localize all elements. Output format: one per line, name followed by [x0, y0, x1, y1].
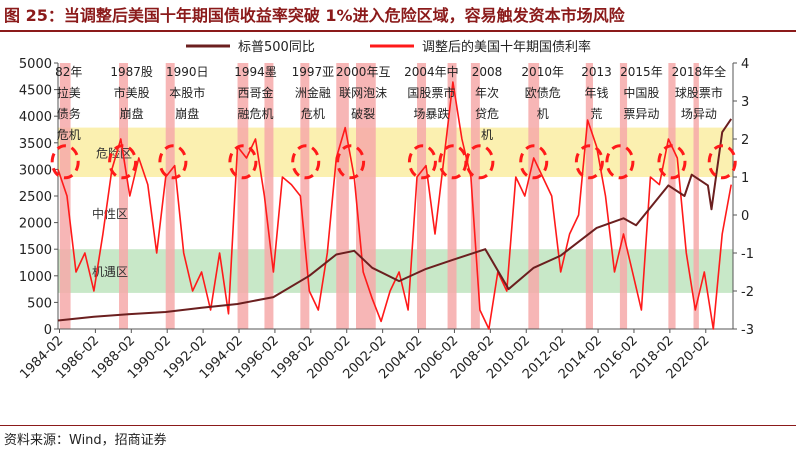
- event-label-8: 2010年欧债危机: [521, 65, 564, 121]
- event-band-11: [528, 63, 540, 329]
- event-band-5: [300, 63, 310, 329]
- highlight-circle-11: [605, 144, 635, 180]
- chart-title: 图 25：当调整后美国十年期国债收益率突破 1%进入危险区域，容易触发资本市场风…: [4, 6, 625, 25]
- left-tick-label-3: 1500: [19, 243, 52, 258]
- event-band-2: [165, 63, 175, 329]
- highlight-circle-12: [657, 144, 687, 180]
- left-tick-label-2: 1000: [19, 270, 52, 285]
- title-divider: [0, 30, 796, 32]
- highlight-circle-13: [707, 144, 737, 180]
- legend-label-0: 标普500同比: [238, 40, 315, 55]
- highlight-circle-2: [158, 144, 188, 180]
- highlight-circle-3: [228, 144, 258, 180]
- left-tick-label-0: 0: [44, 323, 52, 338]
- event-band-9: [447, 63, 457, 329]
- series-line-sp500: [57, 118, 733, 322]
- event-label-3: 1994墨西哥金融危机: [234, 65, 277, 121]
- zone-label-2: 机遇区: [92, 265, 128, 279]
- source-note: 资料来源：Wind，招商证券: [4, 433, 167, 448]
- highlight-circle-8: [465, 144, 495, 180]
- source-divider: [0, 425, 796, 426]
- event-band-1: [119, 63, 129, 329]
- right-tick-label-3: 0: [741, 209, 749, 224]
- event-band-6: [336, 63, 349, 329]
- right-tick-label-4: 1: [741, 171, 749, 186]
- event-label-0: 82年拉美债务危机: [55, 65, 82, 142]
- event-band-15: [693, 63, 699, 329]
- left-tick-label-4: 2000: [19, 217, 52, 232]
- event-label-1: 1987股市美股崩盘: [110, 65, 153, 121]
- event-label-10: 2015年中国股票异动: [620, 65, 663, 121]
- event-band-0: [59, 63, 71, 329]
- highlight-circle-9: [519, 144, 549, 180]
- event-band-8: [417, 63, 427, 329]
- left-tick-label-6: 3000: [19, 163, 52, 178]
- event-band-7: [356, 63, 376, 329]
- highlight-circle-1: [108, 144, 138, 180]
- event-label-4: 1997亚洲金融危机: [292, 65, 335, 121]
- highlight-circle-5: [336, 144, 366, 180]
- right-tick-label-2: -1: [741, 247, 754, 262]
- zone-label-0: 危险区: [96, 145, 132, 160]
- left-tick-label-1: 500: [27, 296, 52, 311]
- left-tick-label-5: 2500: [19, 190, 52, 205]
- event-band-13: [619, 63, 628, 329]
- right-tick-label-7: 4: [741, 57, 749, 72]
- event-label-2: 1990日本股市崩盘: [166, 65, 209, 121]
- left-tick-label-9: 4500: [19, 84, 52, 99]
- highlight-circle-4: [291, 144, 321, 180]
- right-tick-label-0: -3: [741, 323, 754, 338]
- legend-label-1: 调整后的美国十年期国债利率: [422, 39, 591, 55]
- right-tick-label-1: -2: [741, 285, 754, 300]
- series-line-yield: [57, 81, 732, 330]
- event-band-10: [470, 63, 480, 329]
- right-tick-label-6: 3: [741, 95, 749, 110]
- zone-label-1: 中性区: [92, 206, 128, 221]
- event-band-4: [264, 63, 274, 329]
- left-tick-label-10: 5000: [19, 57, 52, 72]
- event-band-3: [237, 63, 249, 329]
- event-label-5: 2000年互联网泡沫破裂: [336, 65, 391, 121]
- event-label-11: 2018年全球股票市场异动: [672, 64, 727, 121]
- left-tick-label-7: 3500: [19, 137, 52, 152]
- event-band-14: [668, 63, 676, 329]
- event-label-7: 2008 年次贷危机: [472, 65, 503, 142]
- event-label-6: 2004年中国股票市场暴跌: [404, 64, 459, 121]
- event-band-12: [585, 63, 593, 329]
- highlight-circle-6: [407, 144, 437, 180]
- right-tick-label-5: 2: [741, 133, 749, 148]
- left-tick-label-8: 4000: [19, 110, 52, 125]
- event-label-9: 2013 年钱荒: [581, 65, 612, 121]
- highlight-circle-0: [50, 144, 80, 180]
- highlight-circle-10: [574, 144, 604, 180]
